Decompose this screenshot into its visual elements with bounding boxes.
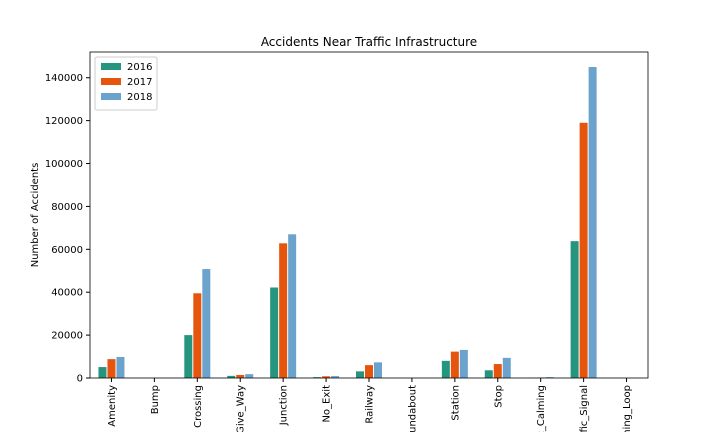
plot-frame xyxy=(89,51,649,379)
bar xyxy=(245,374,254,378)
bar xyxy=(322,376,331,378)
bar xyxy=(356,371,364,378)
x-tick-label: No_Exit xyxy=(322,385,333,423)
y-tick-label: 20000 xyxy=(51,331,83,342)
bar xyxy=(193,293,202,378)
y-tick-label: 100000 xyxy=(45,159,83,170)
y-tick-label: 120000 xyxy=(45,116,83,127)
x-tick-label: Junction xyxy=(279,385,290,426)
bar xyxy=(270,287,279,378)
x-tick-label: Turning_Loop xyxy=(622,385,633,432)
bar xyxy=(288,234,297,378)
legend-label: 2016 xyxy=(127,62,152,73)
bar xyxy=(313,377,322,378)
bar xyxy=(236,374,245,378)
y-tick-label: 0 xyxy=(77,374,83,385)
legend-swatch xyxy=(101,63,121,70)
bar xyxy=(502,357,511,378)
legend-swatch xyxy=(101,78,121,85)
bar xyxy=(374,362,382,378)
chart-title: Accidents Near Traffic Infrastructure xyxy=(261,35,477,49)
x-tick-label: Traffic_Signal xyxy=(579,385,590,432)
bar xyxy=(202,269,211,378)
bar xyxy=(493,364,502,378)
legend-label: 2017 xyxy=(127,77,152,88)
bar xyxy=(227,375,236,378)
x-tick-label: Amenity xyxy=(107,385,118,427)
bar xyxy=(279,243,288,378)
x-tick-label: Bump xyxy=(150,385,161,414)
y-axis-label: Number of Accidents xyxy=(30,163,41,268)
bar xyxy=(116,356,125,378)
bar xyxy=(579,122,588,379)
x-tick-label: Roundabout xyxy=(407,385,418,432)
bar xyxy=(98,367,107,378)
bar xyxy=(441,360,450,378)
x-tick-label: Stop xyxy=(493,385,504,408)
x-tick-label: Give_Way xyxy=(236,385,247,432)
bar xyxy=(107,359,116,378)
bar xyxy=(331,376,340,378)
legend-swatch xyxy=(101,93,121,100)
y-tick-label: 140000 xyxy=(45,73,83,84)
bar xyxy=(450,351,459,378)
y-tick-label: 40000 xyxy=(51,288,83,299)
bar xyxy=(184,335,193,378)
bar xyxy=(459,349,468,378)
x-tick-label: Traffic_Calming xyxy=(536,385,547,432)
bar xyxy=(545,377,554,378)
bar xyxy=(588,67,597,379)
y-tick-label: 60000 xyxy=(51,245,83,256)
x-tick-label: Crossing xyxy=(193,385,204,428)
bar xyxy=(365,365,373,378)
x-tick-label: Station xyxy=(450,385,461,421)
y-tick-label: 80000 xyxy=(51,202,83,213)
bar xyxy=(570,241,579,378)
legend-label: 2018 xyxy=(127,92,152,103)
x-tick-label: Railway xyxy=(365,385,376,424)
bar xyxy=(484,370,493,378)
